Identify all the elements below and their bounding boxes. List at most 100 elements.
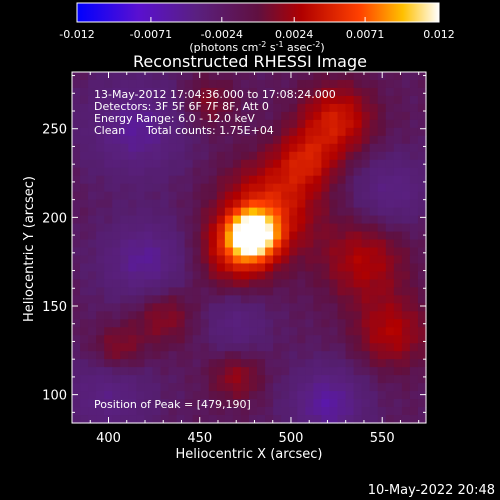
heatmap-cell [369, 279, 379, 288]
heatmap-cell [96, 407, 105, 416]
heatmap-cell [184, 375, 194, 384]
heatmap-cell [393, 391, 403, 400]
heatmap-cell [409, 95, 419, 105]
heatmap-cell [168, 79, 178, 89]
heatmap-cell [353, 415, 363, 424]
heatmap-cell [297, 367, 306, 376]
heatmap-cell [345, 239, 355, 249]
heatmap-cell [249, 327, 258, 336]
heatmap-cell [96, 383, 105, 392]
heatmap-cell [369, 87, 379, 97]
heatmap-cell [80, 367, 89, 376]
heatmap-cell [313, 119, 323, 129]
heatmap-cell [232, 119, 242, 129]
heatmap-cell [393, 159, 403, 169]
heatmap-cell [377, 215, 387, 225]
heatmap-cell [289, 415, 298, 424]
heatmap-cell [120, 199, 129, 209]
heatmap-cell [369, 319, 379, 328]
heatmap-cell [216, 111, 226, 121]
heatmap-cell [281, 119, 290, 129]
heatmap-cell [289, 255, 298, 265]
heatmap-cell [176, 111, 186, 121]
heatmap-cell [273, 311, 282, 320]
heatmap-cell [144, 199, 154, 209]
heatmap-cell [240, 231, 250, 241]
heatmap-cell [232, 159, 242, 169]
heatmap-cell [160, 239, 170, 249]
heatmap-cell [160, 199, 170, 209]
heatmap-cell [345, 159, 355, 169]
heatmap-cell [192, 399, 202, 408]
heatmap-cell [168, 367, 178, 376]
heatmap-cell [361, 72, 371, 81]
heatmap-cell [168, 327, 178, 336]
heatmap-cell [289, 87, 298, 97]
heatmap-cell [369, 79, 379, 89]
heatmap-cell [200, 327, 210, 336]
heatmap-cell [208, 103, 218, 113]
heatmap-cell [200, 159, 210, 169]
heatmap-cell [88, 199, 97, 209]
y-axis-title: Heliocentric Y (arcsec) [22, 176, 37, 322]
heatmap-cell [401, 335, 411, 344]
heatmap-cell [305, 271, 314, 281]
heatmap-cell [136, 159, 146, 169]
heatmap-cell [353, 87, 363, 97]
heatmap-cell [184, 255, 194, 265]
heatmap-cell [417, 167, 427, 177]
heatmap-cell [393, 175, 403, 185]
heatmap-cell [313, 95, 323, 105]
heatmap-cell [353, 343, 363, 352]
y-tick-label: 150 [42, 300, 67, 315]
heatmap-cell [337, 367, 347, 376]
heatmap-cell [192, 183, 202, 193]
heatmap-cell [393, 95, 403, 105]
heatmap-cell [184, 103, 194, 113]
heatmap-cell [321, 287, 331, 296]
heatmap-cell [313, 407, 323, 416]
heatmap-cell [329, 215, 339, 225]
heatmap-cell [144, 407, 154, 416]
heatmap-cell [200, 151, 210, 161]
heatmap-cell [120, 207, 129, 217]
heatmap-cell [168, 207, 178, 217]
heatmap-cell [192, 287, 202, 296]
heatmap-cell [249, 159, 258, 169]
heatmap-cell [152, 311, 162, 320]
heatmap-cell [72, 135, 81, 145]
heatmap-cell [152, 223, 162, 233]
heatmap-cell [337, 207, 347, 217]
heatmap-cell [160, 407, 170, 416]
heatmap-cell [144, 175, 154, 185]
heatmap-cell [208, 367, 218, 376]
heatmap-cell [257, 95, 266, 105]
heatmap-cell [216, 183, 226, 193]
heatmap-cell [72, 175, 81, 185]
heatmap-cell [232, 343, 242, 352]
heatmap-cell [369, 263, 379, 273]
heatmap-cell [313, 391, 323, 400]
heatmap-cell [208, 127, 218, 137]
heatmap-cell [369, 167, 379, 177]
heatmap-cells [72, 72, 427, 424]
heatmap-cell [104, 231, 113, 241]
heatmap-cell [72, 103, 81, 113]
heatmap-cell [321, 279, 331, 288]
heatmap-cell [144, 183, 154, 193]
heatmap-cell [385, 103, 395, 113]
heatmap-cell [417, 223, 427, 233]
heatmap-cell [345, 391, 355, 400]
heatmap-cell [232, 183, 242, 193]
heatmap-cell [200, 343, 210, 352]
heatmap-cell [377, 79, 387, 89]
heatmap-cell [369, 215, 379, 225]
heatmap-cell [337, 319, 347, 328]
heatmap-cell [417, 407, 427, 416]
heatmap-cell [377, 95, 387, 105]
heatmap-cell [305, 95, 314, 105]
heatmap-cell [417, 247, 427, 257]
heatmap-cell [273, 255, 282, 265]
heatmap-cell [265, 239, 274, 249]
heatmap-cell [385, 359, 395, 368]
